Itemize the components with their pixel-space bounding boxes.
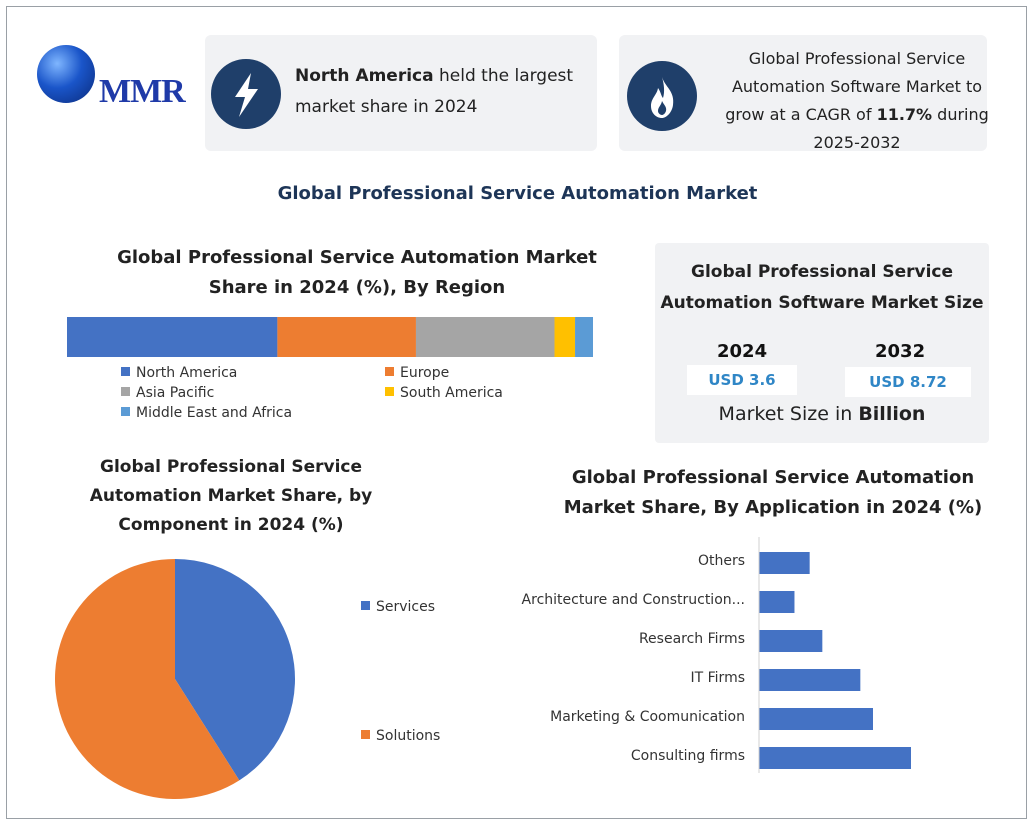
region-bar-segment-1: [277, 317, 416, 357]
application-chart-title: Global Professional Service Automation M…: [563, 467, 983, 518]
application-bar-4: [759, 708, 873, 730]
market-size-title: Global Professional Service Automation S…: [660, 262, 984, 313]
highlight-cagr-line3-pre: grow at a CAGR of: [725, 105, 877, 124]
region-chart-title-2: Share in 2024 (%), By Region: [208, 277, 506, 298]
main-title: Global Professional Service Automation M…: [277, 183, 758, 204]
globe-logo-icon: [37, 45, 95, 103]
market-size-footer: Market Size in Billion: [718, 403, 926, 425]
brand-logo-text: MMR: [99, 73, 186, 110]
region-bar-segment-0: [67, 317, 278, 357]
application-category-label-0: Others: [697, 553, 745, 569]
application-category-label-4: Marketing & Coomunication: [550, 709, 745, 725]
highlight-card-cagr: Global Professional Service Automation S…: [619, 35, 989, 152]
lightning-icon: [211, 59, 281, 129]
application-category-label-2: Research Firms: [638, 631, 745, 647]
market-size-value-2024: USD 3.6: [687, 365, 797, 395]
application-bar-chart: [758, 537, 911, 773]
market-size-value-2032: USD 8.72: [845, 367, 971, 397]
legend-item-mea: Middle East and Africa: [121, 405, 292, 421]
highlight-region-rest-2: market share in 2024: [295, 97, 478, 117]
region-bar-segment-2: [415, 317, 555, 357]
highlight-region-bold: North America: [295, 66, 434, 86]
highlight-cagr-value: 11.7%: [876, 105, 933, 124]
pie-slice-services: [175, 559, 296, 781]
legend-item-solutions: Solutions: [361, 728, 440, 744]
application-bar-2: [759, 630, 823, 652]
region-bar-segment-3: [554, 317, 576, 357]
highlight-cagr-line2: Automation Software Market to: [731, 77, 983, 96]
infographic-frame: MMR North America held the largest marke…: [6, 6, 1027, 819]
highlight-region-rest-1: held the largest: [433, 66, 574, 86]
application-category-label-1: Architecture and Construction...: [521, 592, 745, 608]
highlight-cagr-line4: 2025-2032: [813, 133, 901, 152]
region-chart-title: Global Professional Service Automation M…: [97, 243, 617, 303]
legend-item-europe: Europe: [385, 365, 449, 381]
legend-item-north-america: North America: [121, 365, 237, 381]
highlight-region-text: North America held the largest market sh…: [295, 61, 573, 123]
application-category-label-3: IT Firms: [690, 670, 746, 686]
legend-item-services: Services: [361, 599, 435, 615]
application-bar-1: [759, 591, 795, 613]
legend-item-south-america: South America: [385, 385, 503, 401]
highlight-cagr-text: Global Professional Service Automation S…: [723, 45, 991, 157]
component-pie-chart: [55, 559, 296, 799]
application-category-label-5: Consulting firms: [630, 748, 745, 764]
region-chart-title-1: Global Professional Service Automation M…: [117, 247, 597, 268]
application-bar-3: [759, 669, 861, 691]
market-size-year-2032: 2032: [875, 341, 926, 362]
pie-slice-solutions: [55, 559, 240, 799]
application-bar-5: [759, 747, 911, 769]
market-size-box: Global Professional Service Automation S…: [655, 243, 989, 443]
region-bar-segment-4: [575, 317, 593, 357]
market-size-year-2024: 2024: [717, 341, 768, 362]
highlight-cagr-line3-post: during: [932, 105, 989, 124]
highlight-cagr-line1: Global Professional Service: [748, 49, 966, 68]
highlight-card-region: North America held the largest market sh…: [205, 35, 597, 151]
component-chart-title: Global Professional Service Automation M…: [89, 457, 373, 535]
application-bar-0: [759, 552, 810, 574]
region-stacked-bar: [67, 317, 593, 357]
flame-icon: [627, 61, 697, 131]
legend-item-asia-pacific: Asia Pacific: [121, 385, 214, 401]
